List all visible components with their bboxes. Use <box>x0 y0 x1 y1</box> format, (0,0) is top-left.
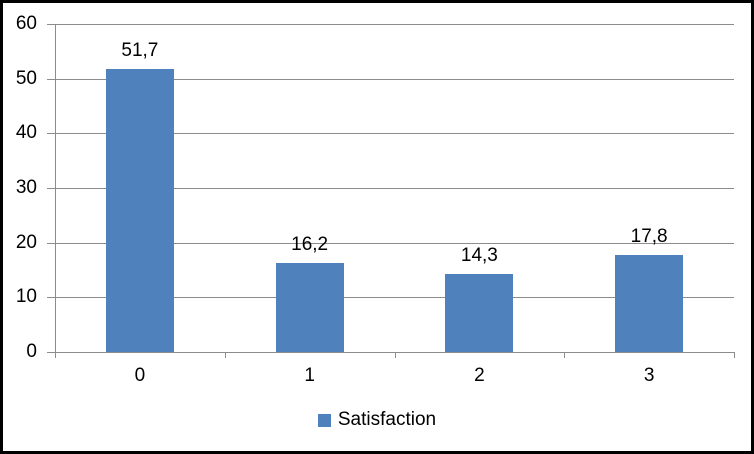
y-axis-label: 0 <box>26 341 37 362</box>
y-axis-label: 40 <box>15 122 37 144</box>
x-tick <box>564 352 565 358</box>
bar <box>615 254 684 352</box>
x-tick <box>225 352 226 358</box>
gridline <box>55 188 734 189</box>
y-axis-label: 20 <box>15 231 37 253</box>
bar <box>105 69 174 352</box>
bar-value-label: 51,7 <box>121 40 159 62</box>
bar <box>275 263 344 352</box>
y-axis-label: 60 <box>15 13 37 34</box>
legend: Satisfaction <box>3 408 751 432</box>
bar-value-label: 17,8 <box>630 225 668 247</box>
y-axis-line <box>55 24 56 352</box>
gridline <box>55 297 734 299</box>
x-axis-label: 0 <box>134 365 146 386</box>
legend-label: Satisfaction <box>337 409 437 430</box>
y-axis-label: 30 <box>15 177 37 198</box>
y-tick <box>47 133 55 135</box>
y-tick <box>47 297 55 299</box>
bar-value-label: 16,2 <box>291 234 329 256</box>
bar-value-label: 14,3 <box>460 244 498 266</box>
x-axis-label: 1 <box>304 365 315 386</box>
x-tick <box>55 352 56 358</box>
x-tick <box>734 352 735 358</box>
y-tick <box>47 78 55 80</box>
x-tick <box>395 352 396 358</box>
gridline <box>55 133 734 135</box>
y-axis-label: 10 <box>15 286 37 308</box>
y-axis-label: 50 <box>15 67 37 89</box>
gridline <box>55 78 734 80</box>
x-axis-label: 2 <box>474 365 485 386</box>
y-tick <box>47 188 55 189</box>
gridline <box>55 24 734 25</box>
y-tick <box>47 24 55 25</box>
x-axis-line <box>47 352 734 353</box>
gridline <box>55 242 734 244</box>
legend-swatch <box>317 413 331 427</box>
y-tick <box>47 242 55 244</box>
x-axis-label: 3 <box>643 365 655 386</box>
bar <box>445 273 514 352</box>
